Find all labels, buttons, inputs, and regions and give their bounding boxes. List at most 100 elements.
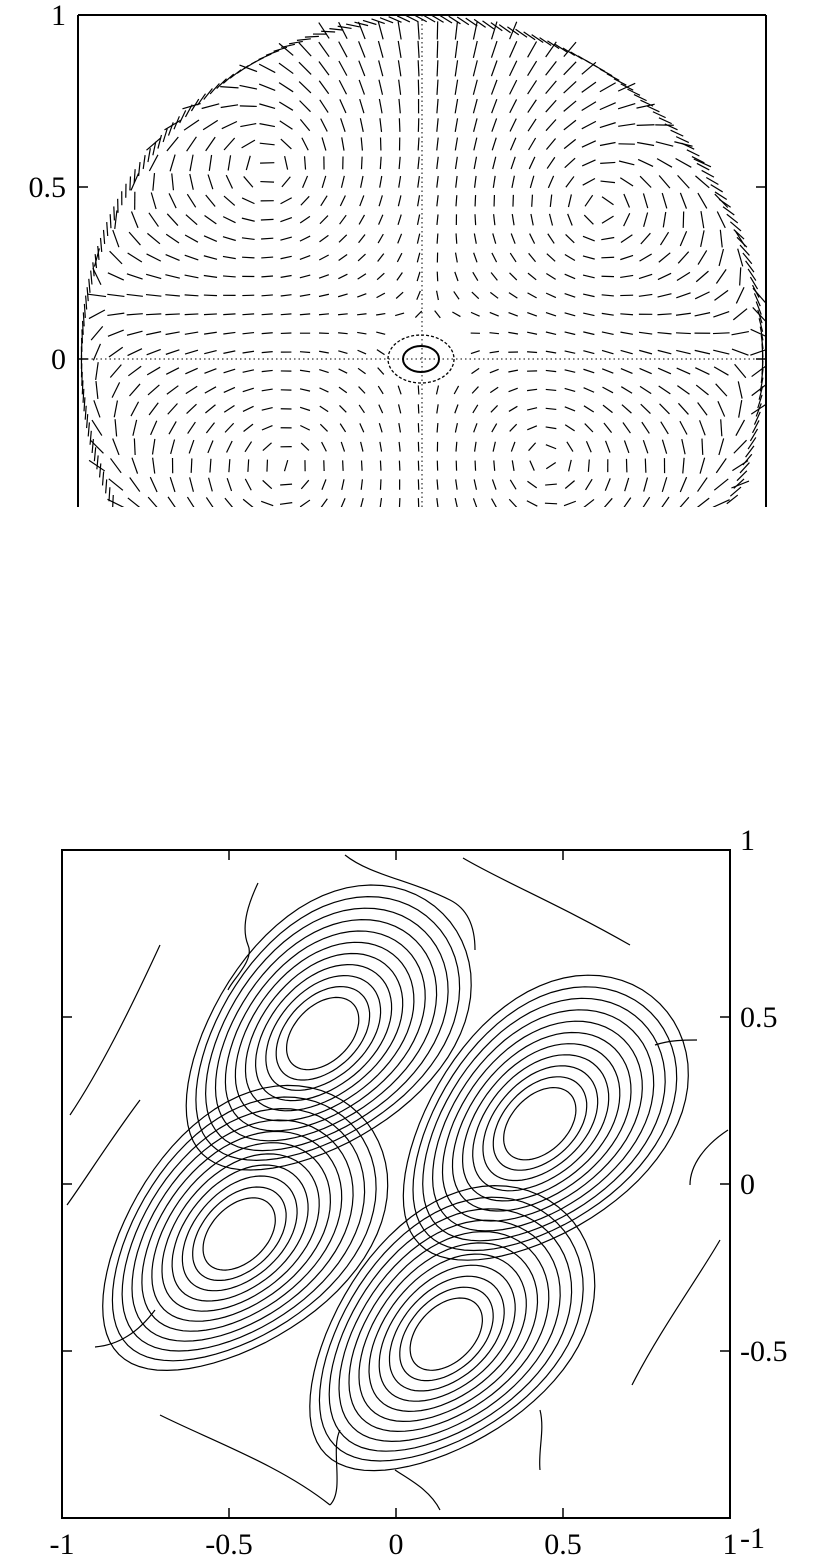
vector-mark xyxy=(107,272,125,281)
vector-mark xyxy=(676,367,691,375)
vector-mark xyxy=(357,293,367,298)
vector-mark-rim xyxy=(646,105,660,113)
vector-mark xyxy=(203,235,218,242)
vector-mark xyxy=(165,313,180,316)
vector-mark xyxy=(454,498,458,507)
vector-mark xyxy=(583,350,595,355)
vector-mark xyxy=(189,477,194,492)
vector-mark-rim xyxy=(710,184,723,193)
vector-mark xyxy=(395,312,405,317)
bottom-y-tick-labels: 1 0.5 0 -0.5 -1 xyxy=(740,824,788,1555)
vector-mark xyxy=(262,442,272,452)
vector-mark xyxy=(259,142,275,146)
vector-mark-rim xyxy=(162,128,168,143)
vector-mark xyxy=(242,405,254,412)
vector-mark xyxy=(319,405,329,413)
outer-contour-right-low xyxy=(631,1239,721,1386)
vector-mark-rim xyxy=(652,111,666,119)
vector-mark xyxy=(299,215,311,224)
vector-mark xyxy=(299,499,311,507)
vector-mark xyxy=(565,233,575,244)
vector-mark xyxy=(203,313,217,316)
vector-mark xyxy=(436,423,439,433)
vector-mark xyxy=(601,236,615,241)
vector-mark-rim xyxy=(498,24,511,34)
vector-mark xyxy=(319,99,329,113)
vector-mark xyxy=(545,138,557,150)
vector-mark xyxy=(126,273,143,280)
vector-mark xyxy=(491,479,497,490)
bottom-x-tick-label: -0.5 xyxy=(205,1528,253,1557)
vector-mark xyxy=(377,367,385,375)
contour-ring xyxy=(214,918,438,1142)
vector-mark xyxy=(241,237,255,241)
vector-mark xyxy=(300,424,311,431)
vector-mark xyxy=(471,386,479,394)
vector-mark xyxy=(127,365,142,377)
vector-mark xyxy=(205,422,215,434)
vector-mark xyxy=(378,98,383,114)
vector-mark xyxy=(545,461,557,470)
vector-mark xyxy=(187,421,196,434)
vector-mark xyxy=(473,252,478,263)
vector-mark xyxy=(470,311,480,317)
vector-mark xyxy=(338,273,348,280)
vector-mark-rim xyxy=(742,453,753,466)
vector-mark-rim xyxy=(362,19,377,26)
vector-mark xyxy=(261,275,274,278)
vector-mark xyxy=(472,21,478,40)
vector-mark xyxy=(492,441,496,452)
contour-ring xyxy=(151,1142,332,1322)
vector-mark xyxy=(299,313,311,316)
vector-mark xyxy=(284,156,289,170)
vector-mark xyxy=(417,21,420,40)
vector-mark xyxy=(149,476,158,493)
vector-mark xyxy=(639,253,652,262)
contour-ring xyxy=(348,1230,550,1433)
vector-mark-rim xyxy=(465,17,478,27)
vector-mark xyxy=(545,369,557,373)
vector-mark xyxy=(528,252,537,263)
vector-mark xyxy=(222,255,236,260)
vector-mark xyxy=(603,422,613,434)
vector-mark xyxy=(681,439,686,455)
contour-ring xyxy=(431,1009,655,1232)
vector-mark xyxy=(473,118,478,132)
vector-mark-rim xyxy=(86,414,89,429)
vector-mark xyxy=(379,441,383,452)
vector-mark-rim xyxy=(749,276,759,290)
vector-mark xyxy=(259,103,276,110)
vector-mark xyxy=(564,350,576,354)
vector-mark xyxy=(205,497,214,507)
vector-mark-rim xyxy=(89,430,92,445)
vector-mark xyxy=(360,497,364,507)
vector-mark xyxy=(492,233,497,244)
vector-mark xyxy=(713,478,729,491)
vector-mark xyxy=(188,439,195,454)
vector-mark xyxy=(280,197,292,205)
vector-mark xyxy=(398,175,402,188)
vector-mark-rim xyxy=(490,22,503,32)
vector-mark-rim xyxy=(167,122,174,136)
vector-mark xyxy=(226,440,233,453)
vector-mark xyxy=(698,420,706,436)
vector-mark xyxy=(318,254,329,261)
vector-mark-rim xyxy=(112,495,114,507)
vector-mark xyxy=(416,252,421,263)
vector-mark xyxy=(318,41,330,58)
vector-mark xyxy=(676,271,691,282)
vector-mark xyxy=(676,332,691,335)
contour-ring xyxy=(358,1242,539,1423)
vector-mark xyxy=(604,440,611,453)
vector-mark xyxy=(320,118,328,132)
contour-ring xyxy=(451,1031,632,1212)
vector-mark xyxy=(340,118,346,132)
vector-mark-rim xyxy=(658,117,672,125)
vector-mark xyxy=(545,292,557,299)
vector-mark xyxy=(602,386,614,394)
vector-mark xyxy=(677,385,690,395)
vector-mark xyxy=(242,350,255,354)
vector-mark xyxy=(697,477,708,492)
vector-mark xyxy=(208,154,213,171)
vector-mark xyxy=(360,156,363,170)
